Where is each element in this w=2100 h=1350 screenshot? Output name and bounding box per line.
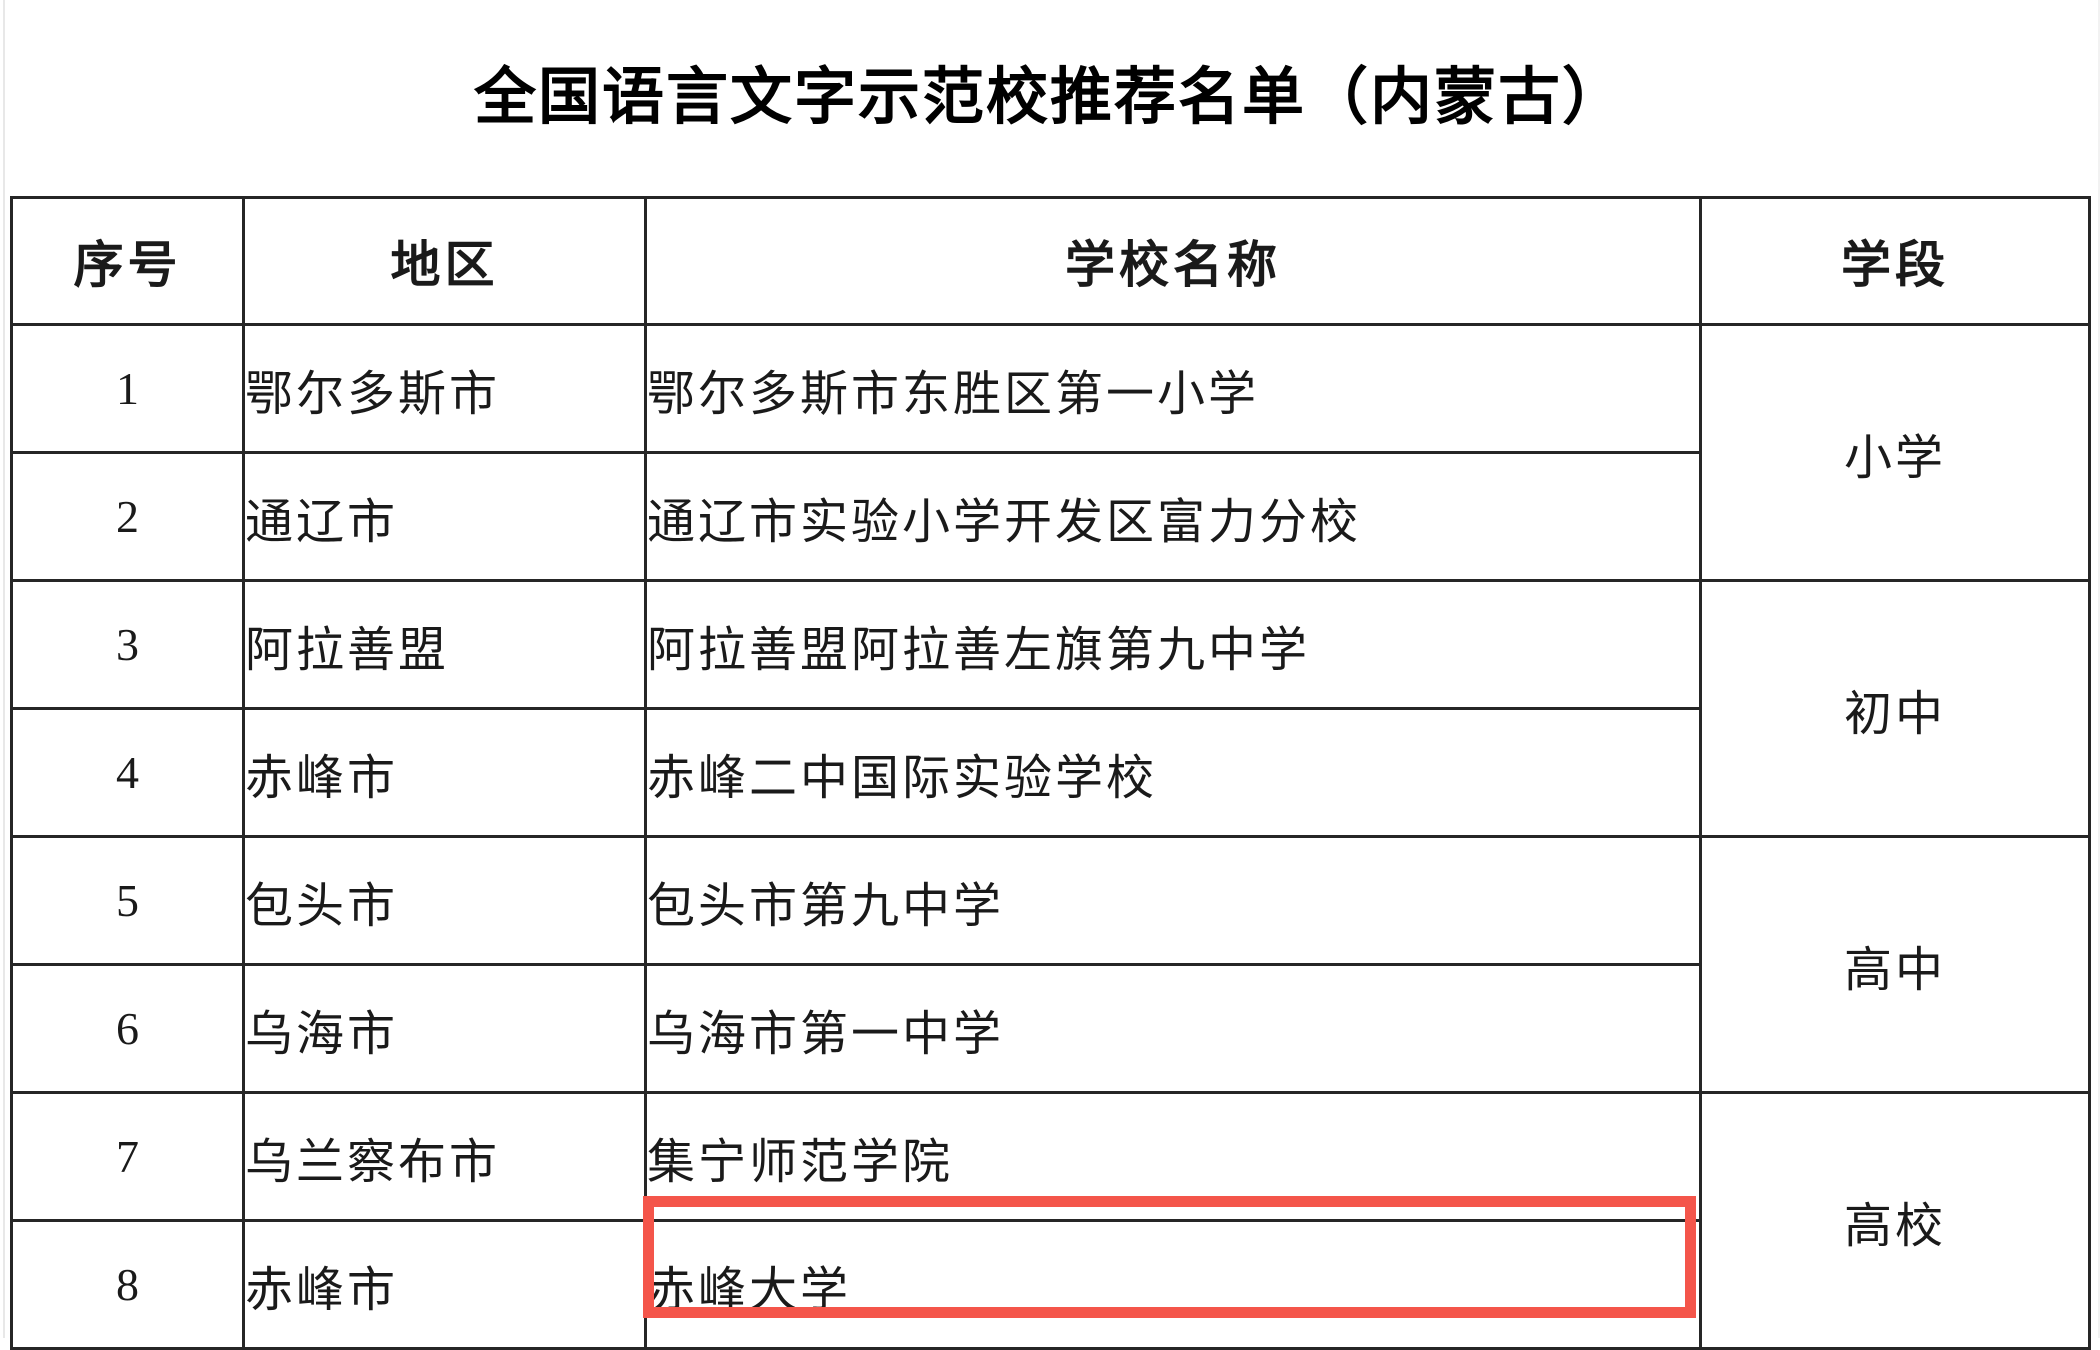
column-header-seq: 序号 <box>10 196 245 326</box>
cell-region: 阿拉善盟 <box>242 579 647 710</box>
cell-school: 赤峰二中国际实验学校 <box>644 707 1702 838</box>
table-body: 1 鄂尔多斯市 鄂尔多斯市东胜区第一小学 小学 2 通辽市 通辽市实验小学开发区… <box>10 323 2091 1350</box>
table-row: 1 鄂尔多斯市 鄂尔多斯市东胜区第一小学 小学 <box>10 323 2091 582</box>
cell-seq: 5 <box>10 835 245 966</box>
cell-seq: 8 <box>10 1219 245 1350</box>
cell-stage: 小学 <box>1699 323 2091 582</box>
table-row: 2 通辽市 通辽市实验小学开发区富力分校 <box>10 451 2090 582</box>
cell-stage: 高校 <box>1699 1091 2091 1350</box>
cell-school: 集宁师范学院 <box>644 1091 1702 1222</box>
cell-seq: 4 <box>10 707 245 838</box>
cell-region: 通辽市 <box>242 451 647 582</box>
table-row: 7 乌兰察布市 集宁师范学院 高校 <box>10 1091 2091 1350</box>
school-listing-table: 序号 地区 学校名称 学段 1 鄂尔多斯市 鄂尔多斯市东胜区第一小学 小学 2 … <box>10 196 2091 1350</box>
cell-school-highlighted: 赤峰大学 <box>644 1219 1702 1350</box>
table-row: 5 包头市 包头市第九中学 高中 <box>10 835 2091 1094</box>
table-row: 8 赤峰市 赤峰大学 <box>10 1219 2090 1350</box>
table-header: 序号 地区 学校名称 学段 <box>10 196 2091 326</box>
cell-school: 包头市第九中学 <box>644 835 1702 966</box>
cell-region: 鄂尔多斯市 <box>242 323 647 454</box>
document-body: 全国语言文字示范校推荐名单（内蒙古） 序号 地区 学校名称 学段 1 鄂尔多斯市… <box>10 0 2091 1350</box>
cell-school: 通辽市实验小学开发区富力分校 <box>644 451 1702 582</box>
cell-seq: 3 <box>10 579 245 710</box>
cell-stage: 高中 <box>1699 835 2091 1094</box>
page-edge-left-rule <box>3 0 5 1338</box>
cell-stage: 初中 <box>1699 579 2091 838</box>
cell-region: 包头市 <box>242 835 647 966</box>
column-header-school: 学校名称 <box>644 196 1702 326</box>
cell-region: 乌兰察布市 <box>242 1091 647 1222</box>
table-row: 3 阿拉善盟 阿拉善盟阿拉善左旗第九中学 初中 <box>10 579 2091 838</box>
cell-seq: 2 <box>10 451 245 582</box>
cell-region: 赤峰市 <box>242 707 647 838</box>
cell-region: 乌海市 <box>242 963 647 1094</box>
table-header-row: 序号 地区 学校名称 学段 <box>10 196 2091 326</box>
cell-seq: 6 <box>10 963 245 1094</box>
cell-school: 乌海市第一中学 <box>644 963 1702 1094</box>
column-header-stage: 学段 <box>1699 196 2091 326</box>
table-row: 6 乌海市 乌海市第一中学 <box>10 963 2090 1094</box>
page-edge-right-rule <box>2098 0 2100 1338</box>
column-header-region: 地区 <box>242 196 647 326</box>
cell-school: 阿拉善盟阿拉善左旗第九中学 <box>644 579 1702 710</box>
cell-region: 赤峰市 <box>242 1219 647 1350</box>
cell-school: 鄂尔多斯市东胜区第一小学 <box>644 323 1702 454</box>
page-title: 全国语言文字示范校推荐名单（内蒙古） <box>473 64 1626 132</box>
cell-seq: 7 <box>10 1091 245 1222</box>
table-row: 4 赤峰市 赤峰二中国际实验学校 <box>10 707 2090 838</box>
cell-seq: 1 <box>10 323 245 454</box>
